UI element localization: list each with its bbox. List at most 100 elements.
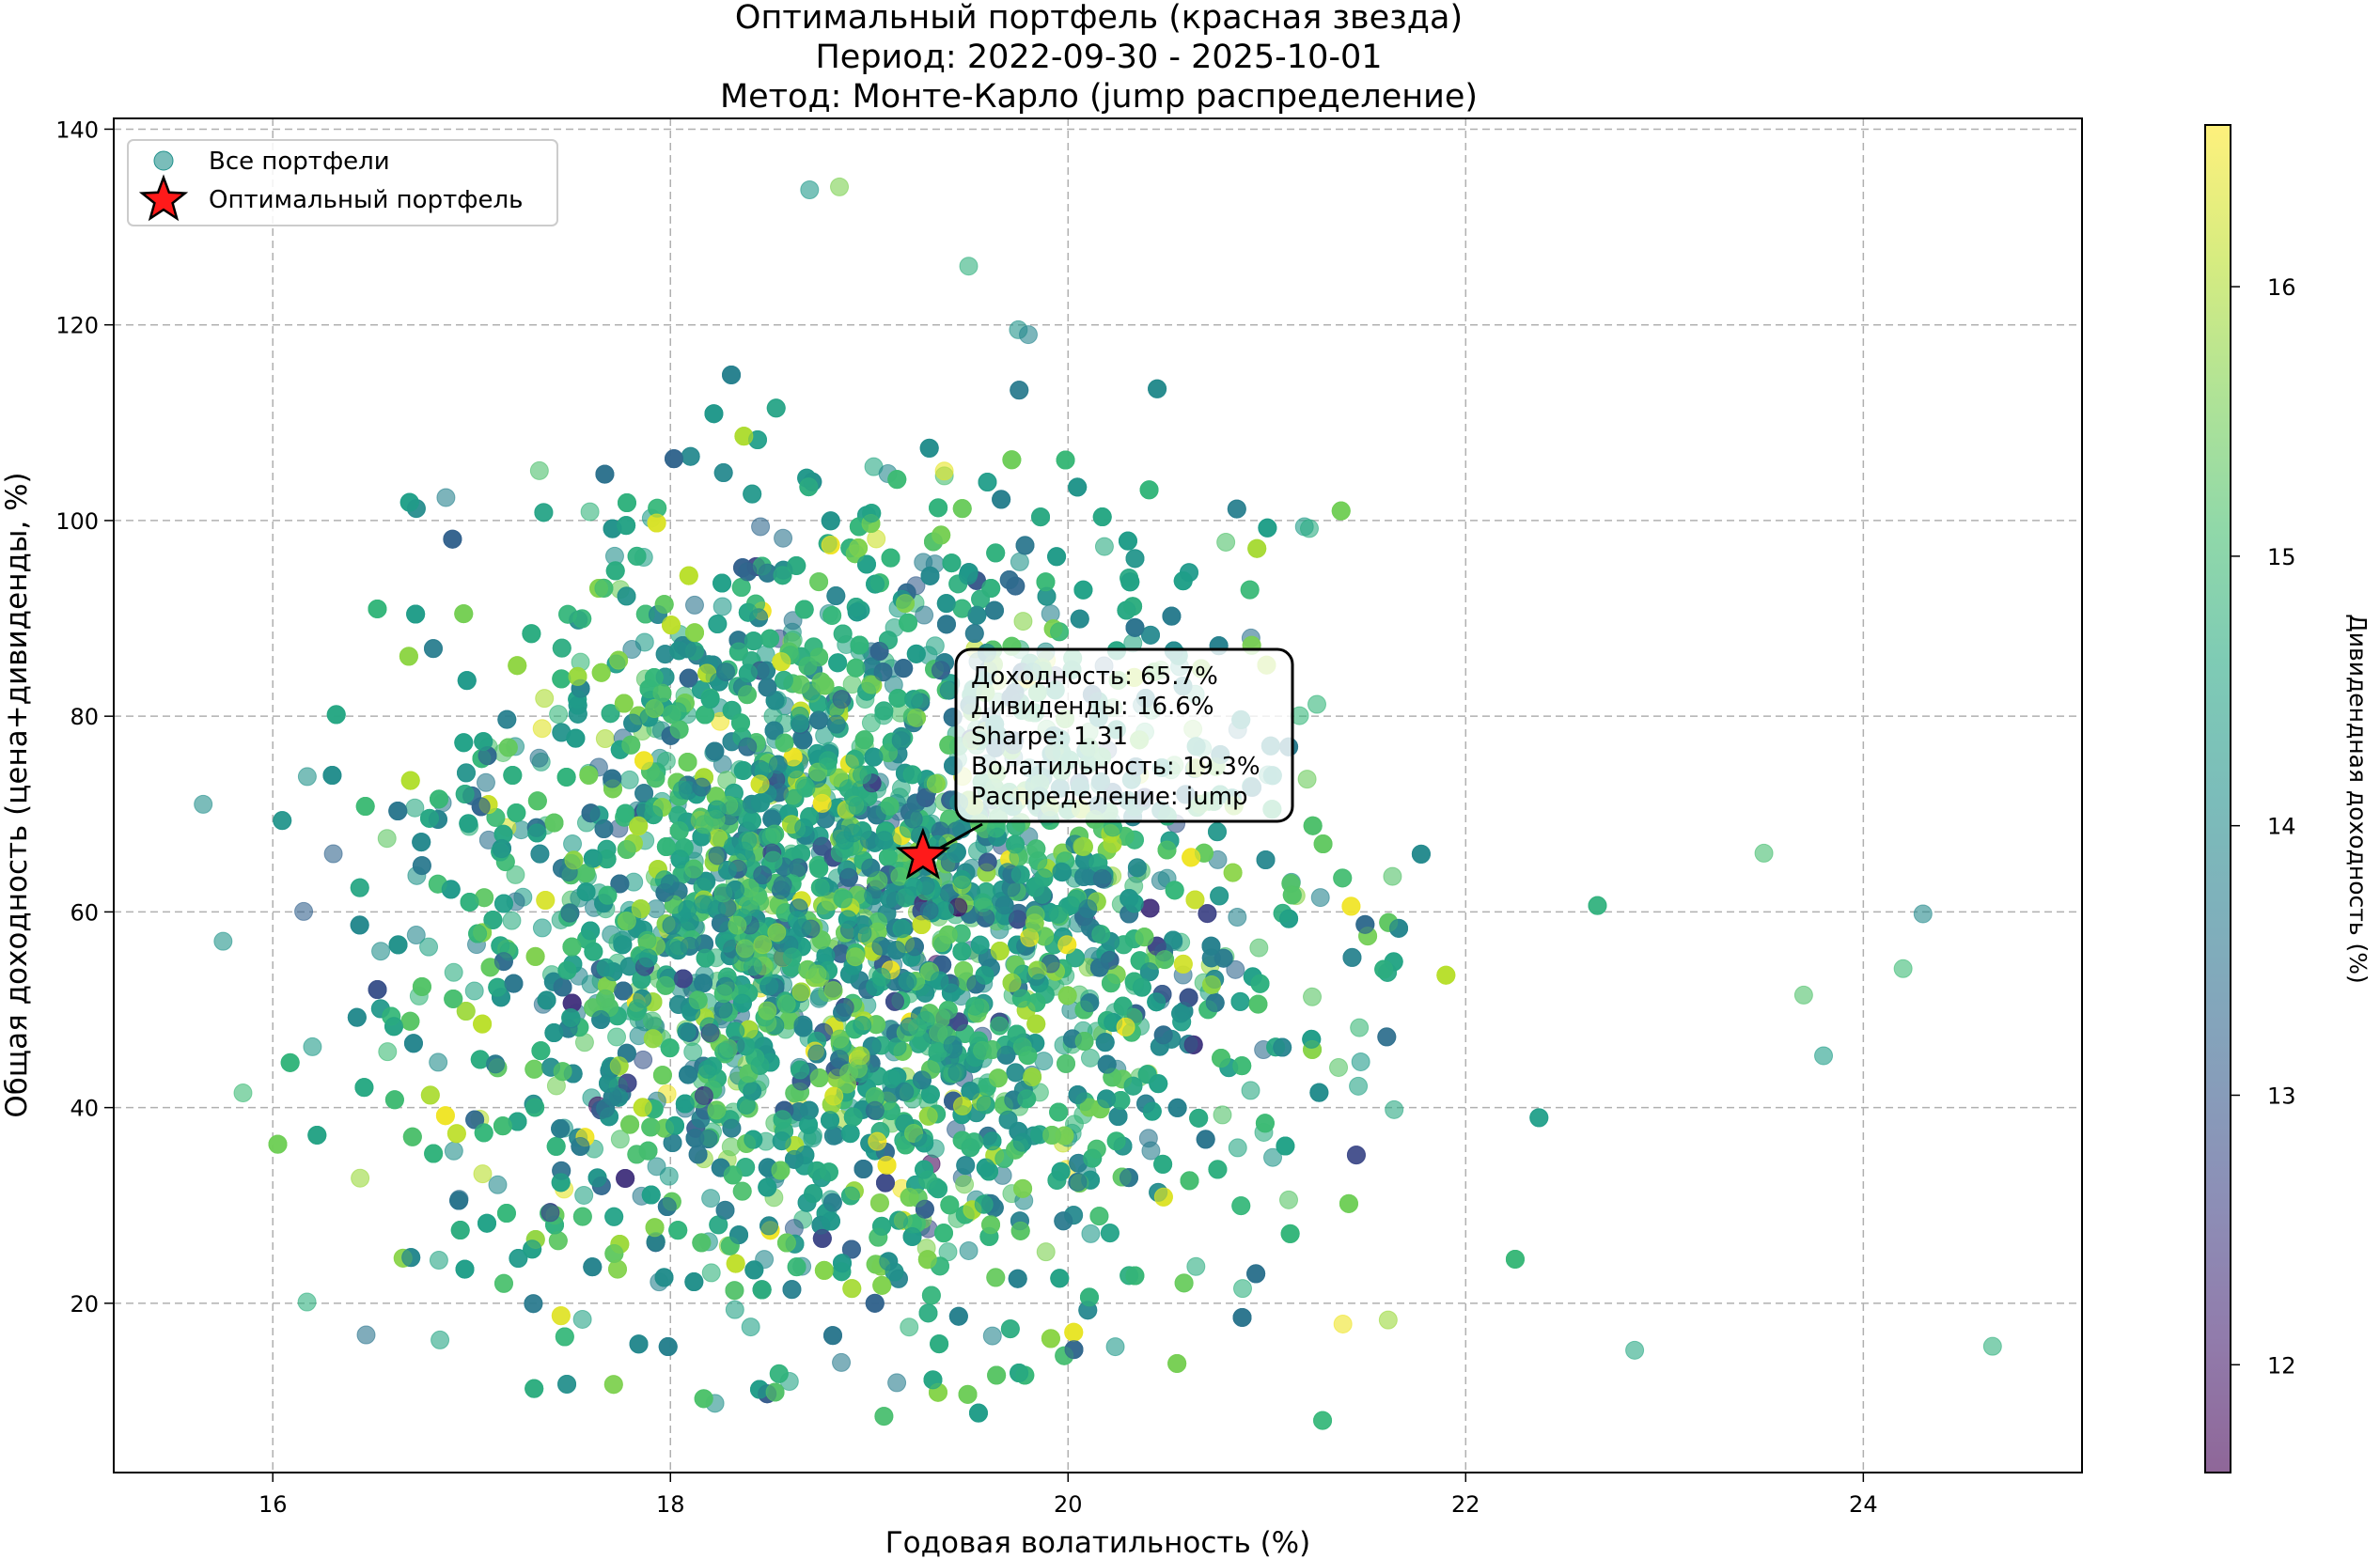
scatter-point bbox=[887, 1373, 907, 1393]
scatter-point bbox=[1279, 1190, 1299, 1209]
scatter-point bbox=[1081, 1224, 1101, 1243]
scatter-point bbox=[405, 798, 425, 818]
scatter-point bbox=[642, 1011, 662, 1031]
scatter-point bbox=[1350, 1018, 1370, 1037]
scatter-point bbox=[532, 719, 552, 739]
scatter-point bbox=[1216, 532, 1236, 552]
scatter-point bbox=[1228, 907, 1247, 927]
scatter-point bbox=[1232, 1279, 1252, 1299]
scatter-point bbox=[701, 1189, 721, 1208]
scatter-point bbox=[1351, 1052, 1370, 1071]
scatter-point bbox=[1349, 1076, 1369, 1096]
scatter-point bbox=[303, 1037, 322, 1056]
scatter-point bbox=[595, 729, 615, 749]
scatter-point bbox=[535, 689, 555, 709]
scatter-point bbox=[712, 597, 732, 616]
scatter-point bbox=[377, 829, 397, 849]
scatter-point bbox=[1307, 694, 1326, 714]
scatter-point bbox=[532, 918, 552, 938]
scatter-point bbox=[955, 1175, 975, 1194]
scatter-point bbox=[982, 1326, 1002, 1346]
scatter-point bbox=[1383, 866, 1402, 886]
scatter-point bbox=[419, 937, 439, 957]
scatter-point bbox=[1226, 959, 1245, 979]
scatter-point bbox=[1036, 1242, 1056, 1262]
scatter-point bbox=[506, 865, 525, 884]
scatter-point bbox=[1378, 1310, 1398, 1330]
scatter-point bbox=[378, 1042, 398, 1062]
scatter-point bbox=[1299, 519, 1319, 538]
scatter-point bbox=[1263, 1147, 1283, 1167]
scatter-point bbox=[774, 528, 793, 548]
scatter-point bbox=[294, 901, 314, 921]
scatter-point bbox=[1094, 537, 1114, 556]
scatter-point bbox=[832, 1352, 852, 1372]
scatter-point bbox=[1385, 1099, 1404, 1119]
scatter-point bbox=[464, 981, 484, 1001]
scatter-point bbox=[741, 1317, 760, 1337]
chart-title-line-3: Метод: Монте-Карло (jump распределение) bbox=[720, 78, 1478, 116]
scatter-point bbox=[1310, 888, 1330, 908]
scatter-point bbox=[476, 772, 495, 792]
scatter-point bbox=[634, 1050, 653, 1069]
scatter-point bbox=[610, 1130, 630, 1149]
scatter-point bbox=[1329, 1057, 1349, 1077]
scatter-point bbox=[356, 1325, 376, 1345]
scatter-point bbox=[647, 1157, 666, 1177]
scatter-points bbox=[194, 177, 2002, 1430]
scatter-point bbox=[436, 488, 456, 507]
scatter-point bbox=[371, 942, 391, 961]
scatter-point bbox=[444, 962, 463, 982]
scatter-point bbox=[1013, 612, 1033, 631]
scatter-point bbox=[563, 834, 583, 854]
scatter-point bbox=[683, 1042, 703, 1062]
scatter-point bbox=[900, 1317, 919, 1337]
scatter-point bbox=[959, 1240, 979, 1260]
scatter-point bbox=[502, 911, 522, 930]
scatter-point bbox=[783, 611, 803, 631]
scatter-point bbox=[1080, 1048, 1100, 1068]
scatter-point bbox=[529, 460, 549, 480]
scatter-point bbox=[488, 1175, 508, 1194]
scatter-point bbox=[1241, 1081, 1260, 1100]
scatter-point bbox=[1303, 987, 1323, 1006]
scatter-point bbox=[297, 767, 317, 787]
scatter-point bbox=[323, 844, 343, 864]
scatter-point bbox=[725, 1300, 744, 1319]
scatter-point bbox=[607, 1027, 627, 1047]
scatter-point bbox=[1010, 552, 1029, 571]
scatter-point bbox=[1249, 938, 1269, 958]
scatter-point bbox=[721, 1137, 741, 1157]
scatter-point bbox=[1297, 770, 1317, 789]
scatter-point bbox=[925, 636, 945, 656]
scatter-point bbox=[572, 1309, 592, 1329]
scatter-point bbox=[622, 640, 642, 660]
scatter-point bbox=[701, 1263, 721, 1283]
scatter-point bbox=[684, 595, 704, 615]
scatter-point bbox=[473, 1164, 493, 1184]
scatter-point bbox=[549, 705, 569, 725]
scatter-point bbox=[619, 770, 639, 789]
scatter-point bbox=[915, 605, 934, 625]
scatter-point bbox=[444, 1141, 463, 1161]
scatter-point bbox=[431, 1330, 450, 1349]
scatter-point bbox=[659, 1166, 679, 1186]
scatter-point bbox=[1034, 1052, 1054, 1071]
scatter-point bbox=[351, 1168, 370, 1188]
scatter-point bbox=[429, 1251, 448, 1271]
scatter-point bbox=[1213, 1105, 1232, 1125]
scatter-point bbox=[580, 502, 600, 522]
scatter-point bbox=[934, 461, 954, 481]
scatter-point bbox=[1141, 1141, 1161, 1161]
grid-lines bbox=[114, 118, 2082, 1473]
chart-title-line-2: Период: 2022-09-30 - 2025-10-01 bbox=[815, 39, 1382, 76]
scatter-point bbox=[1186, 1256, 1206, 1276]
scatter-point bbox=[1333, 1314, 1353, 1333]
scatter-point bbox=[1228, 1138, 1247, 1158]
scatter-point bbox=[429, 1052, 448, 1072]
chart-title-line-1: Оптимальный портфель (красная звезда) bbox=[735, 0, 1463, 37]
scatter-point bbox=[406, 926, 426, 945]
scatter-point bbox=[297, 1292, 317, 1312]
scatter-point bbox=[574, 1185, 594, 1205]
scatter-point bbox=[938, 1242, 958, 1262]
